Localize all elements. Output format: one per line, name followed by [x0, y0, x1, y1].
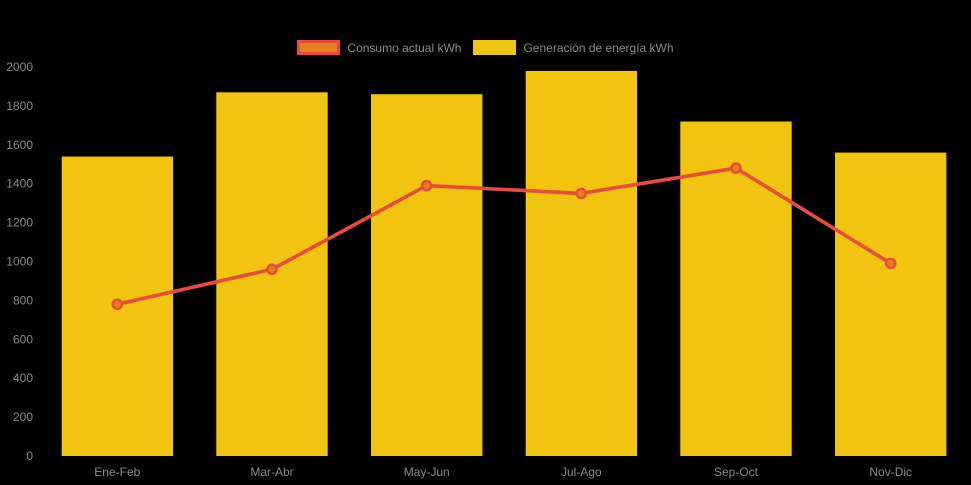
y-axis-tick-label: 600 [13, 332, 33, 346]
y-axis-tick-label: 200 [13, 410, 33, 424]
legend-swatch-generacion-icon [473, 40, 517, 55]
legend-swatch-consumo-icon [297, 40, 341, 55]
bar-Jul-Ago [525, 70, 638, 457]
legend-item-consumo-actual[interactable]: Consumo actual kWh [297, 40, 461, 55]
line-point-Mar-Abr [266, 263, 278, 276]
bar-Sep-Oct [680, 121, 792, 456]
legend-label-generacion: Generación de energía kWh [523, 40, 674, 55]
x-axis-label-Nov-Dic: Nov-Dic [869, 465, 912, 479]
line-point-Sep-Oct [730, 162, 742, 174]
y-axis-tick-label: 1000 [6, 255, 33, 269]
y-axis-tick-label: 1200 [6, 216, 33, 230]
y-axis-tick-label: 0 [26, 449, 33, 463]
chart-legend: Consumo actual kWh Generación de energía… [0, 40, 971, 55]
line-point-Nov-Dic [884, 257, 897, 270]
y-axis-tick-label: 1600 [6, 138, 33, 152]
y-axis-tick-label: 1800 [6, 99, 33, 113]
y-axis-tick-label: 1400 [6, 177, 33, 191]
y-axis-tick-label: 800 [13, 293, 33, 307]
legend-label-consumo: Consumo actual kWh [347, 40, 462, 55]
consumption-line [115, 166, 893, 307]
bar-Nov-Dic [835, 152, 947, 456]
line-point-May-Jun [420, 179, 433, 192]
bar-May-Jun [371, 94, 483, 456]
x-axis-label-Ene-Feb: Ene-Feb [94, 465, 140, 479]
x-axis-label-May-Jun: May-Jun [404, 465, 450, 479]
y-axis-tick-label: 400 [13, 371, 33, 385]
legend-item-generacion-energia[interactable]: Generación de energía kWh [473, 40, 674, 55]
x-axis-label-Sep-Oct: Sep-Oct [714, 465, 759, 479]
x-axis-label-Jul-Ago: Jul-Ago [561, 465, 602, 479]
line-point-Ene-Feb [111, 298, 124, 311]
line-point-Jul-Ago [575, 187, 588, 200]
x-axis-label-Mar-Abr: Mar-Abr [250, 465, 293, 479]
y-axis-tick-label: 2000 [6, 60, 33, 74]
